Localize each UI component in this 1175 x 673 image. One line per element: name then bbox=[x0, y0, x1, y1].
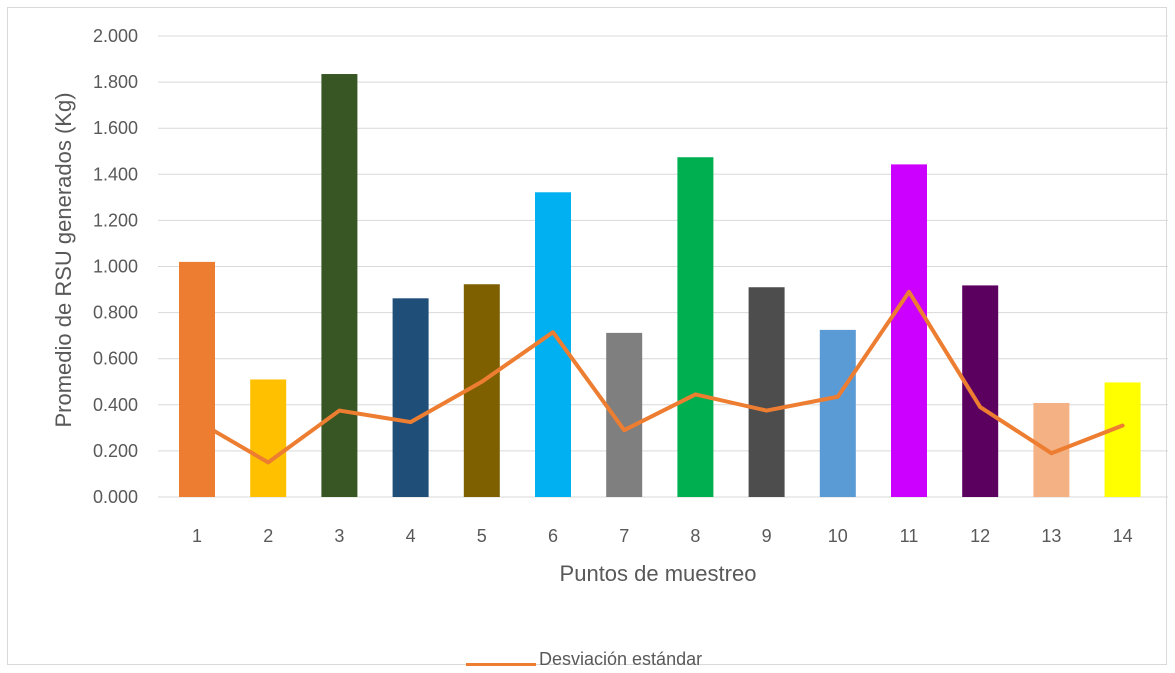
y-tick-label: 1.800 bbox=[93, 72, 138, 92]
x-tick-label: 13 bbox=[1041, 526, 1061, 546]
y-tick-label: 1.400 bbox=[93, 164, 138, 184]
x-tick-label: 4 bbox=[406, 526, 416, 546]
x-tick-label: 1 bbox=[192, 526, 202, 546]
std-dev-line bbox=[195, 289, 1125, 465]
x-tick-label: 6 bbox=[548, 526, 558, 546]
y-tick-label: 0.600 bbox=[93, 349, 138, 369]
x-tick-label: 14 bbox=[1113, 526, 1133, 546]
y-tick-label: 0.000 bbox=[93, 487, 138, 507]
bar bbox=[250, 379, 287, 497]
y-tick-label: 1.600 bbox=[93, 118, 138, 138]
bar bbox=[819, 329, 856, 497]
y-tick-label: 1.200 bbox=[93, 210, 138, 230]
y-tick-label: 0.400 bbox=[93, 395, 138, 415]
bar bbox=[1104, 382, 1141, 497]
y-axis-ticks: 0.000 0.200 0.400 0.600 0.800 1.000 1.200 1.400… bbox=[93, 26, 138, 507]
std-dev-line-layer bbox=[195, 289, 1125, 465]
x-tick-label: 12 bbox=[970, 526, 990, 546]
gridlines bbox=[158, 35, 1168, 498]
legend: Desviación estándar bbox=[466, 649, 702, 669]
y-tick-label: 0.200 bbox=[93, 441, 138, 461]
chart-area: 0.000 0.200 0.400 0.600 0.800 1.000 1.200 1.400… bbox=[7, 7, 1168, 669]
y-tick-label: 1.000 bbox=[93, 257, 138, 277]
bar bbox=[321, 74, 358, 497]
x-tick-label: 9 bbox=[762, 526, 772, 546]
bar bbox=[962, 285, 999, 497]
chart-svg: 0.000 0.200 0.400 0.600 0.800 1.000 1.200 1.400… bbox=[51, 26, 1168, 669]
x-axis-ticks: 1 2 3 4 5 6 7 8 9 10 11 12 13 14 bbox=[192, 526, 1133, 546]
bar bbox=[748, 287, 785, 497]
bar bbox=[677, 157, 714, 498]
legend-label: Desviación estándar bbox=[539, 649, 702, 666]
x-axis-title: Puntos de muestreo bbox=[560, 561, 757, 586]
bar bbox=[535, 192, 571, 498]
y-tick-label: 0.800 bbox=[93, 303, 138, 323]
x-tick-label: 11 bbox=[900, 526, 919, 546]
y-axis-title: Promedio de RSU generados (Kg) bbox=[51, 92, 76, 427]
x-tick-label: 5 bbox=[477, 526, 487, 546]
y-tick-label: 2.000 bbox=[93, 26, 138, 46]
bar bbox=[179, 261, 215, 497]
x-tick-label: 2 bbox=[263, 526, 273, 546]
x-tick-label: 10 bbox=[828, 526, 848, 546]
x-tick-label: 7 bbox=[619, 526, 629, 546]
bar bbox=[891, 164, 927, 498]
x-tick-label: 3 bbox=[334, 526, 344, 546]
x-tick-label: 8 bbox=[690, 526, 700, 546]
bars bbox=[179, 74, 1141, 498]
bar bbox=[392, 298, 429, 497]
